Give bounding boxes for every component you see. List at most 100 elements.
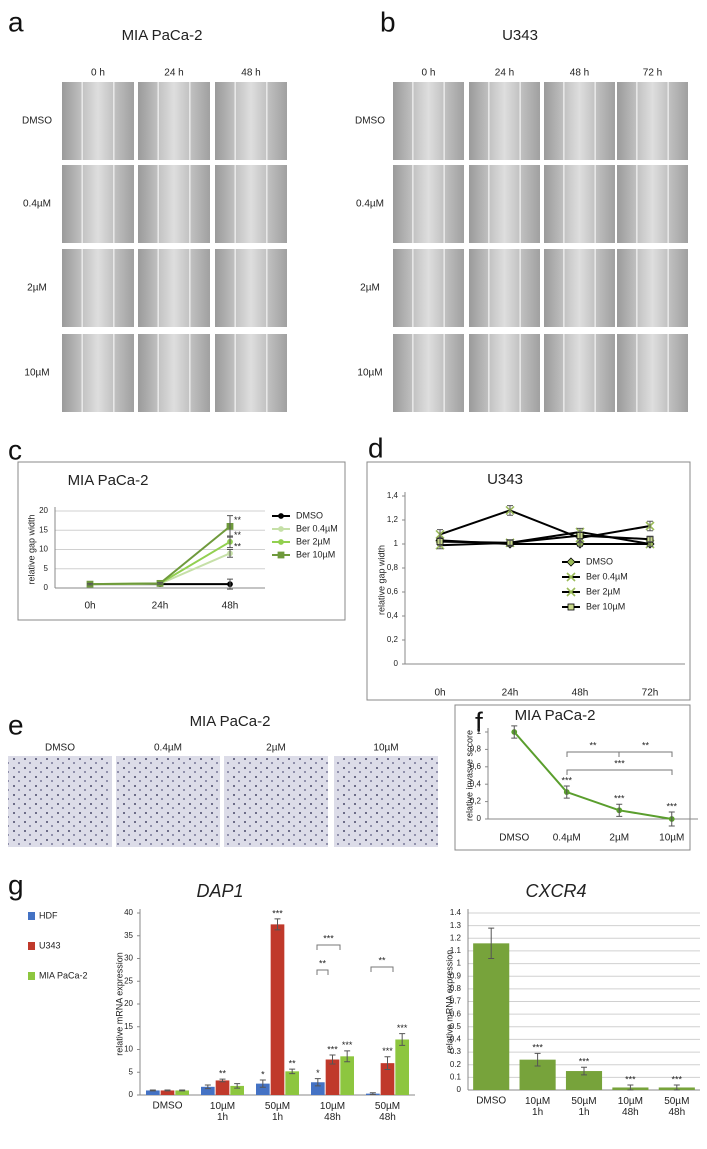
y-tick-label: 1.1 <box>450 946 462 955</box>
micrograph <box>224 756 328 847</box>
bracket-label: ** <box>589 740 597 750</box>
y-tick-label: 0,4 <box>387 611 399 620</box>
significance: ** <box>234 530 242 540</box>
bar <box>215 1080 230 1095</box>
error-bar <box>437 537 443 546</box>
micrograph <box>469 334 540 412</box>
error-bar <box>157 582 163 585</box>
y-tick-label: 0,6 <box>470 762 482 771</box>
y-tick-label: 1 <box>457 959 462 968</box>
y-tick-label: 0.9 <box>450 971 462 980</box>
error-bar <box>344 1050 351 1063</box>
micrograph <box>544 165 615 243</box>
micrograph <box>62 249 134 327</box>
significance: *** <box>342 1040 353 1050</box>
bar <box>325 1059 340 1095</box>
y-axis-label: relative invasve sccore <box>464 730 474 821</box>
x-tick-label: 0h <box>434 688 445 699</box>
error-bar <box>507 505 513 516</box>
column-header: 0 h <box>422 68 436 79</box>
y-tick-label: 0,6 <box>387 587 399 596</box>
error-bar <box>384 1056 391 1071</box>
y-tick-label: 0,4 <box>470 779 482 788</box>
row-label: 10µM <box>357 368 382 379</box>
micrograph <box>215 249 287 327</box>
row-label: DMSO <box>355 116 385 127</box>
y-tick-label: 5 <box>44 564 49 573</box>
x-tick-label: DMSO <box>153 1101 183 1112</box>
bracket-label: ** <box>378 955 386 965</box>
significance: *** <box>561 775 572 785</box>
error-bar <box>179 1089 186 1092</box>
micrograph <box>469 249 540 327</box>
significance: *** <box>625 1074 636 1084</box>
bracket-label: ** <box>319 958 327 968</box>
panel-title: U343 <box>502 27 538 44</box>
bracket <box>618 751 673 757</box>
y-tick-label: 15 <box>39 525 48 534</box>
x-tick-label: 48h <box>222 601 239 612</box>
error-bar <box>616 803 623 817</box>
y-tick-label: 0,8 <box>470 745 482 754</box>
micrograph <box>469 82 540 160</box>
y-tick-label: 0.5 <box>450 1022 462 1031</box>
x-tick-label: 72h <box>642 688 659 699</box>
y-tick-label: 0 <box>477 814 482 823</box>
significance: *** <box>672 1074 683 1084</box>
micrograph <box>62 334 134 412</box>
micrograph <box>544 334 615 412</box>
y-tick-label: 20 <box>39 506 48 515</box>
legend-label: Ber 10µM <box>296 549 335 559</box>
y-tick-label: 1.4 <box>450 908 462 917</box>
panel-title: MIA PaCa-2 <box>122 27 203 44</box>
y-tick-label: 1 <box>394 539 399 548</box>
chart-title: MIA PaCa-2 <box>515 707 596 724</box>
bar <box>230 1085 244 1095</box>
y-tick-label: 15 <box>124 1022 133 1031</box>
column-header: 0.4µM <box>154 743 182 754</box>
error-bar <box>627 1084 634 1091</box>
row-label: 0.4µM <box>356 199 384 210</box>
micrograph <box>617 82 688 160</box>
bracket <box>316 944 341 950</box>
micrograph <box>334 756 438 847</box>
x-tick-label: 50µM 1h <box>265 1101 290 1123</box>
y-tick-label: 35 <box>124 931 133 940</box>
y-tick-label: 20 <box>124 999 133 1008</box>
significance: ** <box>289 1058 297 1068</box>
bracket-label: ** <box>642 740 650 750</box>
marker <box>278 539 284 545</box>
micrograph <box>393 334 464 412</box>
significance: * <box>316 1068 320 1078</box>
error-bar <box>87 582 93 586</box>
significance: *** <box>666 801 677 811</box>
row-label: 2µM <box>27 283 47 294</box>
y-tick-label: 0.4 <box>450 1035 462 1044</box>
legend-label: Ber 10µM <box>586 601 625 611</box>
y-tick-label: 0,2 <box>387 635 399 644</box>
column-header: 48 h <box>570 68 589 79</box>
error-bar <box>668 811 675 827</box>
row-label: 10µM <box>24 368 49 379</box>
micrograph <box>138 334 210 412</box>
error-bar <box>227 578 233 590</box>
chart-frame <box>17 461 346 621</box>
chart-frame <box>454 704 691 851</box>
legend-label: Ber 2µM <box>586 586 620 596</box>
data-line <box>439 534 651 544</box>
x-tick-label: 10µM 48h <box>618 1096 643 1118</box>
marker <box>566 587 576 597</box>
x-tick-label: DMSO <box>476 1096 506 1107</box>
x-tick-label: 10µM <box>659 833 684 844</box>
marker <box>278 526 284 532</box>
y-tick-label: 40 <box>124 908 133 917</box>
column-header: DMSO <box>45 743 75 754</box>
micrograph <box>138 249 210 327</box>
error-bar <box>511 725 518 739</box>
x-tick-label: 10µM 1h <box>525 1096 550 1118</box>
y-tick-label: 0,8 <box>387 563 399 572</box>
legend-label: HDF <box>39 910 58 920</box>
error-bar <box>563 785 570 799</box>
micrograph <box>617 334 688 412</box>
row-label: 2µM <box>360 283 380 294</box>
